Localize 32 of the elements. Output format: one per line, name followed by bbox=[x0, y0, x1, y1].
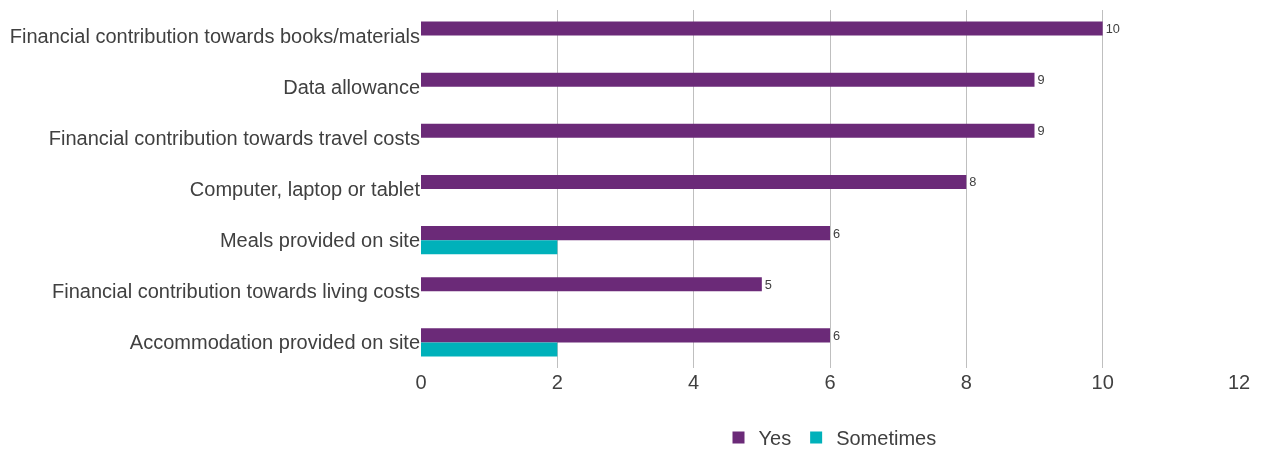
data-label: 9 bbox=[1037, 72, 1045, 88]
legend-label: Sometimes bbox=[836, 427, 937, 450]
x-tick-label: 6 bbox=[824, 371, 836, 393]
bar bbox=[421, 342, 558, 357]
bar bbox=[421, 72, 1035, 87]
y-tick-label: Accommodation provided on site bbox=[129, 331, 420, 354]
data-label: 6 bbox=[833, 327, 841, 343]
y-tick-label: Computer, laptop or tablet bbox=[189, 178, 421, 200]
y-tick-label: Financial contribution towards living costs bbox=[52, 280, 420, 303]
bar bbox=[421, 226, 830, 241]
data-label: 10 bbox=[1105, 21, 1120, 37]
y-tick-label: Financial contribution towards travel costs bbox=[48, 126, 420, 149]
bar bbox=[421, 21, 1103, 36]
bar bbox=[421, 123, 1035, 138]
data-label: 8 bbox=[969, 174, 977, 190]
bar bbox=[421, 174, 967, 189]
x-tick-label: 0 bbox=[415, 371, 427, 393]
data-label: 5 bbox=[764, 276, 772, 292]
x-tick-label: 2 bbox=[551, 371, 563, 393]
y-tick-label: Data allowance bbox=[283, 75, 420, 98]
legend-label: Yes bbox=[758, 427, 792, 450]
data-label: 6 bbox=[833, 225, 841, 241]
x-tick-label: 10 bbox=[1091, 371, 1114, 393]
x-tick-label: 12 bbox=[1227, 371, 1251, 393]
bar bbox=[421, 240, 558, 255]
data-label: 9 bbox=[1037, 123, 1045, 139]
y-tick-label: Financial contribution towards books/materials bbox=[9, 24, 420, 47]
x-tick-label: 4 bbox=[688, 371, 700, 393]
y-tick-label: Meals provided on site bbox=[219, 229, 420, 252]
bar bbox=[421, 328, 830, 343]
bar bbox=[421, 277, 762, 292]
x-tick-label: 8 bbox=[960, 371, 972, 393]
